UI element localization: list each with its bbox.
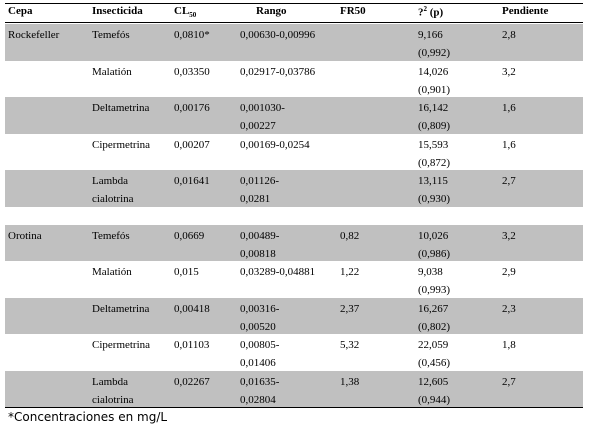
table-cell: 1,22	[340, 266, 360, 278]
bottom-rule	[5, 407, 583, 408]
header-text: ?	[418, 6, 424, 19]
row-shade	[5, 24, 583, 61]
table-cell: Cipermetrina	[92, 138, 151, 151]
table-cell: 2,37	[340, 302, 360, 315]
header-sup: 2	[423, 5, 428, 13]
table-cell: 0,00630-0,00996	[240, 29, 316, 41]
table-cell: 16,142 (0,809)	[418, 102, 451, 132]
table-cell: 1,38	[340, 375, 360, 388]
top-rule	[5, 3, 583, 4]
row-shade	[5, 97, 583, 134]
table-cell: Lambda cialotrina	[92, 375, 134, 406]
table-cell: 0,0669	[174, 229, 205, 242]
header-cell: CL50	[174, 5, 196, 19]
table-cell: 0,00316- 0,00520	[240, 302, 280, 333]
header-cell: FR50	[340, 5, 366, 17]
table-cell: 5,32	[340, 339, 360, 351]
table-cell: 2,7	[502, 375, 516, 388]
table-cell: 22,059 (0,456)	[418, 339, 451, 369]
table-cell: 0,03350	[174, 65, 210, 78]
table-cell: 2,3	[502, 302, 516, 315]
cepa-cell: Rockefeller	[8, 29, 60, 41]
row-shade	[5, 224, 583, 261]
table-cell: 9,166 (0,992)	[418, 29, 451, 59]
table-cell: 0,01641	[174, 175, 210, 187]
table-cell: 0,00207	[174, 138, 210, 151]
row-shade	[5, 297, 583, 334]
cepa-cell: Orotina	[8, 229, 42, 242]
table-cell: 2,9	[502, 266, 516, 278]
table-cell: Temefós	[92, 29, 130, 41]
header-cell: ?2 (p)	[418, 5, 443, 19]
table-cell: 0,001030- 0,00227	[240, 102, 285, 132]
table-cell: 14,026 (0,901)	[418, 65, 451, 96]
table-cell: 0,00169-0,0254	[240, 138, 310, 151]
table-cell: 0,02917-0,03786	[240, 65, 316, 78]
table-cell: 3,2	[502, 65, 516, 78]
table-cell: Malatión	[92, 65, 132, 78]
table-cell: 1,6	[502, 102, 516, 114]
table-cell: 0,00805- 0,01406	[240, 339, 280, 369]
table-cell: 0,00489- 0,00818	[240, 229, 280, 260]
table-cell: 10,026 (0,986)	[418, 229, 451, 260]
table-cell: 0,015	[174, 266, 199, 278]
table-cell: 0,01103	[174, 339, 210, 351]
header-rule	[5, 22, 583, 23]
table-cell: 0,00176	[174, 102, 210, 114]
table-cell: 13,115 (0,930)	[418, 175, 451, 205]
table-cell: 1,6	[502, 138, 516, 151]
table-cell: 16,267 (0,802)	[418, 302, 451, 333]
footnote: *Concentraciones en mg/L	[8, 410, 168, 424]
table-cell: 0,03289-0,04881	[240, 266, 316, 278]
header-sub: 50	[189, 11, 197, 20]
table-cell: 1,8	[502, 339, 516, 351]
table-cell: 15,593 (0,872)	[418, 138, 451, 169]
header-cell: Rango	[256, 5, 287, 17]
table-cell: 12,605 (0,944)	[418, 375, 451, 406]
table-cell: 0,01635- 0,02804	[240, 375, 280, 406]
header-text: CL	[174, 5, 190, 17]
table-cell: Cipermetrina	[92, 339, 151, 351]
header-text: (p)	[427, 6, 444, 19]
table-cell: 2,8	[502, 29, 516, 41]
header-cell: Pendiente	[502, 5, 549, 17]
table-cell: Deltametrina	[92, 302, 150, 315]
table-cell: 3,2	[502, 229, 516, 242]
table-cell: 0,0810*	[174, 29, 210, 41]
table-cell: Malatión	[92, 266, 132, 278]
table-cell: Deltametrina	[92, 102, 150, 114]
table-cell: 0,02267	[174, 375, 210, 388]
table-cell: 0,00418	[174, 302, 210, 315]
table-cell: Lambda cialotrina	[92, 175, 134, 205]
header-cell: Cepa	[8, 5, 33, 17]
header-cell: Insecticida	[92, 5, 143, 17]
table-cell: 0,82	[340, 229, 360, 242]
row-shade	[5, 170, 583, 207]
table-cell: 2,7	[502, 175, 516, 187]
table-cell: 9,038 (0,993)	[418, 266, 451, 296]
table-cell: 0,01126- 0,0281	[240, 175, 280, 205]
table-cell: Temefós	[92, 229, 130, 242]
row-shade	[5, 370, 583, 407]
